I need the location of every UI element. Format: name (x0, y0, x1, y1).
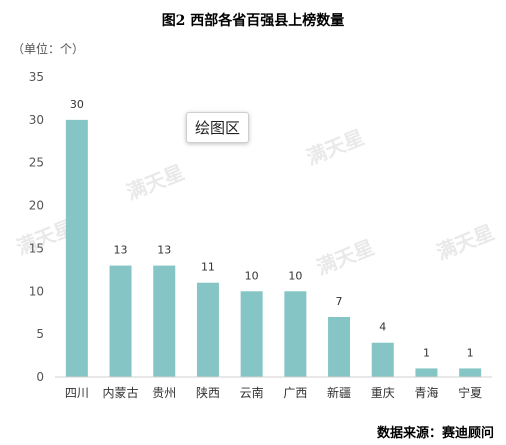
watermark-0: 满天星 (123, 160, 188, 205)
x-tick-label: 贵州 (152, 386, 176, 400)
x-tick-label: 青海 (414, 385, 438, 400)
data-label: 1 (467, 346, 474, 359)
data-label: 11 (201, 261, 215, 274)
y-tick-label: 35 (29, 70, 44, 84)
data-label: 7 (336, 295, 343, 308)
y-axis-unit-label: （单位：个） (12, 42, 85, 56)
bar-内蒙古 (109, 265, 132, 377)
y-tick-label: 0 (36, 370, 44, 384)
x-tick-label: 重庆 (371, 386, 395, 400)
y-axis: 0 5 10 15 20 25 30 35 (29, 70, 44, 384)
x-tick-label: 云南 (240, 385, 264, 400)
bar-四川 (65, 119, 88, 377)
chart-title: 图2 西部各省百强县上榜数量 (161, 13, 345, 29)
y-tick-label: 20 (29, 199, 44, 213)
x-tick-label: 新疆 (327, 385, 351, 400)
bar-宁夏 (459, 368, 482, 377)
bar-陕西 (196, 282, 219, 377)
y-tick-label: 25 (29, 156, 44, 170)
data-label: 30 (70, 98, 84, 111)
bar-云南 (240, 291, 263, 377)
bar-重庆 (371, 342, 394, 377)
y-tick-label: 30 (29, 113, 44, 127)
data-label: 1 (423, 346, 430, 359)
watermark-1: 满天星 (303, 125, 368, 170)
y-tick-label: 15 (29, 241, 44, 255)
y-tick-label: 10 (29, 284, 44, 298)
watermark-4: 满天星 (433, 220, 498, 265)
x-axis: 四川 内蒙古 贵州 陕西 云南 广西 新疆 重庆 青海 宁夏 (65, 385, 482, 400)
data-label: 13 (114, 244, 128, 257)
watermark-2: 满天星 (313, 235, 378, 280)
y-tick-label: 5 (36, 327, 44, 341)
bar-贵州 (153, 265, 176, 377)
data-label: 10 (288, 269, 302, 282)
data-source: 数据来源：赛迪顾问 (376, 426, 494, 441)
plot-area-tooltip: 绘图区 (186, 112, 250, 143)
x-tick-label: 内蒙古 (103, 385, 139, 400)
bar-广西 (284, 291, 307, 377)
bar-青海 (415, 368, 438, 377)
x-tick-label: 宁夏 (458, 385, 482, 400)
x-tick-label: 广西 (283, 386, 307, 400)
x-tick-label: 陕西 (196, 385, 220, 400)
bar-新疆 (328, 317, 351, 377)
data-label: 13 (157, 244, 171, 257)
x-tick-label: 四川 (65, 386, 89, 400)
data-label: 10 (245, 269, 259, 282)
data-label: 4 (379, 321, 386, 334)
